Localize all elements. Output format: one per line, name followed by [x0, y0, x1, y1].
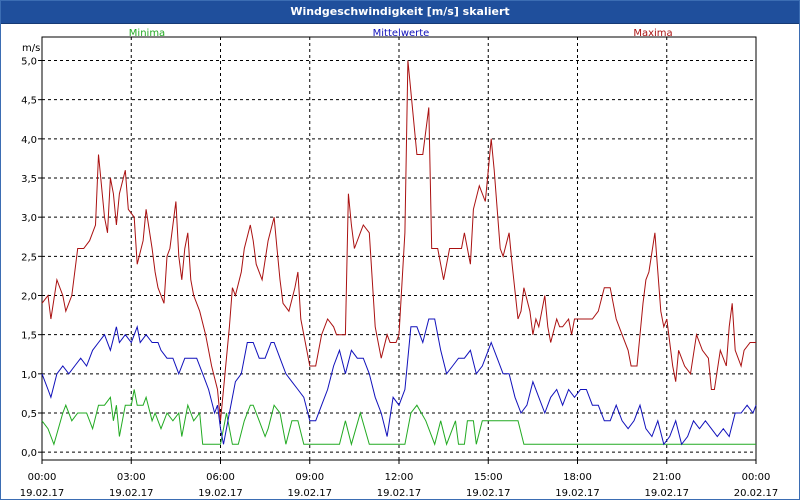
series-line-maxima — [41, 60, 756, 421]
y-tick-label: 0,5 — [21, 409, 37, 420]
x-tick-date-label: 20.02.17 — [734, 488, 779, 499]
y-tick-label: 5,0 — [21, 57, 37, 68]
x-tick-date-label: 19.02.17 — [555, 488, 600, 499]
x-tick-time-label: 15:00 — [474, 472, 503, 483]
plot-frame — [41, 36, 757, 461]
y-tick-label: 1,0 — [21, 370, 37, 381]
legend-mittelwerte: Mittelwerte — [373, 28, 430, 39]
x-tick-time-label: 00:00 — [28, 472, 57, 483]
x-tick-date-label: 19.02.17 — [20, 488, 65, 499]
y-tick-label: 1,5 — [21, 331, 37, 342]
y-tick-label: 2,5 — [21, 252, 37, 263]
title-bar: Windgeschwindigkeit [m/s] skaliert — [1, 1, 799, 24]
x-tick-date-label: 19.02.17 — [466, 488, 511, 499]
legend-minima: Minima — [129, 28, 165, 39]
y-tick-label: 3,0 — [21, 213, 37, 224]
x-tick-date-label: 19.02.17 — [287, 488, 332, 499]
y-tick-label: 4,5 — [21, 96, 37, 107]
x-tick-date-label: 19.02.17 — [377, 488, 422, 499]
series-line-mittelwerte — [41, 318, 757, 446]
x-tick-time-label: 12:00 — [385, 472, 414, 483]
x-tick-time-label: 21:00 — [652, 472, 681, 483]
window-title: Windgeschwindigkeit [m/s] skaliert — [290, 5, 510, 18]
series-line-minima — [41, 389, 756, 447]
x-tick-time-label: 06:00 — [206, 472, 235, 483]
x-tick-date-label: 19.02.17 — [198, 488, 243, 499]
legend-maxima: Maxima — [633, 28, 672, 39]
y-tick-label: 4,0 — [21, 135, 37, 146]
x-tick-date-label: 19.02.17 — [109, 488, 154, 499]
x-tick-time-label: 18:00 — [563, 472, 592, 483]
y-tick-label: 0,0 — [21, 448, 37, 459]
y-axis-label: m/s — [22, 43, 40, 54]
x-tick-time-label: 03:00 — [117, 472, 146, 483]
x-tick-date-label: 19.02.17 — [644, 488, 689, 499]
x-tick-time-label: 09:00 — [295, 472, 324, 483]
y-tick-label: 2,0 — [21, 292, 37, 303]
y-tick-label: 3,5 — [21, 174, 37, 185]
x-tick-time-label: 00:00 — [742, 472, 771, 483]
